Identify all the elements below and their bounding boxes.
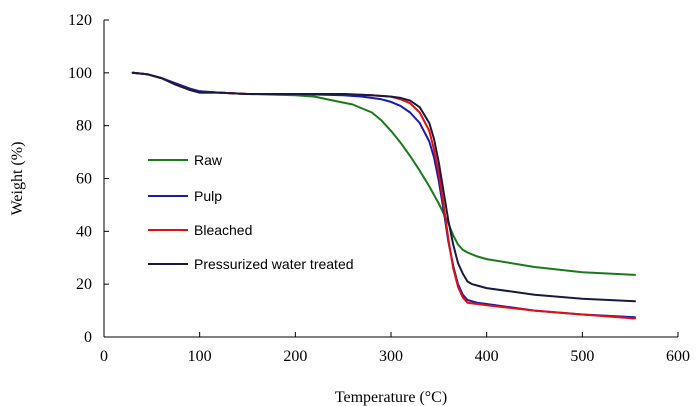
y-tick-label: 60 bbox=[76, 171, 92, 188]
legend-label: Pulp bbox=[194, 188, 222, 204]
x-tick-label: 0 bbox=[100, 348, 108, 365]
axes: 0 20 40 60 80 100 120 0 100 200 300 400 500 600 bbox=[68, 12, 690, 365]
x-tick-label: 400 bbox=[475, 348, 499, 365]
series-lines bbox=[131, 71, 636, 320]
legend: Raw Pulp Bleached Pressurized water treated bbox=[148, 152, 354, 272]
x-axis-title: Temperature (°C) bbox=[335, 389, 447, 406]
x-tick-label: 500 bbox=[570, 348, 594, 365]
y-tick-label: 100 bbox=[68, 65, 92, 82]
legend-label: Pressurized water treated bbox=[194, 256, 354, 272]
x-tick-label: 600 bbox=[666, 348, 690, 365]
x-tick-label: 300 bbox=[379, 348, 403, 365]
y-tick-label: 120 bbox=[68, 12, 92, 29]
y-tick-label: 80 bbox=[76, 118, 92, 135]
y-tick-label: 40 bbox=[76, 223, 92, 240]
x-tick-label: 100 bbox=[188, 348, 212, 365]
y-tick-label: 0 bbox=[84, 329, 92, 346]
y-tick-label: 20 bbox=[76, 276, 92, 293]
legend-label: Bleached bbox=[194, 222, 252, 238]
series-line-3 bbox=[131, 71, 636, 303]
y-axis-title: Weight (%) bbox=[9, 142, 26, 216]
series-line-0 bbox=[131, 71, 636, 276]
series-line-1 bbox=[131, 71, 636, 319]
legend-label: Raw bbox=[194, 152, 223, 168]
x-tick-label: 200 bbox=[283, 348, 307, 365]
